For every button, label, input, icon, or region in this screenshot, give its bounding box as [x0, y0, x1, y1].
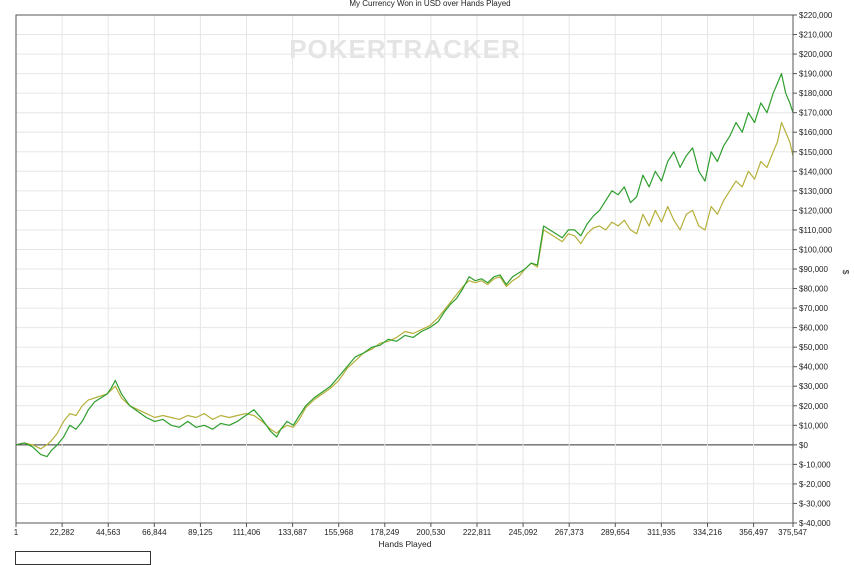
y-tick-label: $20,000 — [799, 402, 828, 411]
y-tick-label: $-20,000 — [799, 480, 831, 489]
y-tick-label: $0 — [799, 441, 808, 450]
y-tick-label: $40,000 — [799, 363, 828, 372]
y-tick-label: $80,000 — [799, 285, 828, 294]
y-tick-label: $10,000 — [799, 421, 828, 430]
y-tick-label: $140,000 — [799, 167, 833, 176]
y-tick-label: $160,000 — [799, 128, 833, 137]
y-tick-label: $210,000 — [799, 31, 833, 40]
x-tick-label: 334,216 — [693, 528, 722, 537]
x-tick-label: 89,125 — [188, 528, 213, 537]
x-tick-label: 375,547 — [778, 528, 807, 537]
series-line-1 — [15, 72, 794, 458]
chart-title: My Currency Won in USD over Hands Played — [349, 0, 510, 8]
y-tick-label: $60,000 — [799, 324, 828, 333]
y-tick-label: $70,000 — [799, 304, 828, 313]
y-tick-label: $-10,000 — [799, 460, 831, 469]
y-tick-label: $-30,000 — [799, 499, 831, 508]
y-tick-label: $170,000 — [799, 109, 833, 118]
series-line-2 — [15, 121, 794, 450]
x-tick-label: 222,811 — [463, 528, 492, 537]
axis-layer: $220,000 $210,000 $200,000 $190,000 $180,000… — [14, 11, 833, 537]
legend-box — [15, 551, 151, 565]
x-tick-label: 356,497 — [739, 528, 768, 537]
y-tick-label: $180,000 — [799, 89, 833, 98]
x-tick-label: 289,654 — [601, 528, 630, 537]
x-tick-label: 111,406 — [233, 528, 261, 537]
x-tick-label: 178,249 — [370, 528, 399, 537]
x-tick-label: 155,968 — [324, 528, 353, 537]
y-tick-label: $110,000 — [799, 226, 832, 235]
x-tick-label: 44,563 — [96, 528, 121, 537]
y-tick-label: $220,000 — [799, 11, 833, 20]
x-tick-label: 200,530 — [416, 528, 445, 537]
grid-layer — [16, 14, 793, 524]
y-tick-label: $90,000 — [799, 265, 828, 274]
y-tick-label: $130,000 — [799, 187, 833, 196]
x-axis-label: Hands Played — [379, 539, 432, 549]
x-tick-label: 267,373 — [555, 528, 584, 537]
y-tick-label: $50,000 — [799, 343, 828, 352]
series-layer — [15, 72, 794, 458]
x-tick-label: 66,844 — [142, 528, 167, 537]
watermark-logo: POKERTRACKER — [289, 34, 521, 64]
y-tick-label: $30,000 — [799, 382, 828, 391]
y-tick-label: $150,000 — [799, 148, 833, 157]
y-axis-label: $ — [841, 270, 851, 275]
y-tick-label: $100,000 — [799, 245, 833, 254]
x-tick-label: 22,282 — [50, 528, 75, 537]
x-tick-label: 1 — [14, 528, 19, 537]
y-tick-label: $190,000 — [799, 70, 833, 79]
x-tick-label: 245,092 — [509, 528, 538, 537]
x-tick-label: 133,687 — [278, 528, 307, 537]
y-tick-label: $-40,000 — [799, 519, 831, 528]
y-tick-label: $200,000 — [799, 50, 833, 59]
x-tick-label: 311,935 — [647, 528, 676, 537]
y-tick-label: $120,000 — [799, 206, 833, 215]
